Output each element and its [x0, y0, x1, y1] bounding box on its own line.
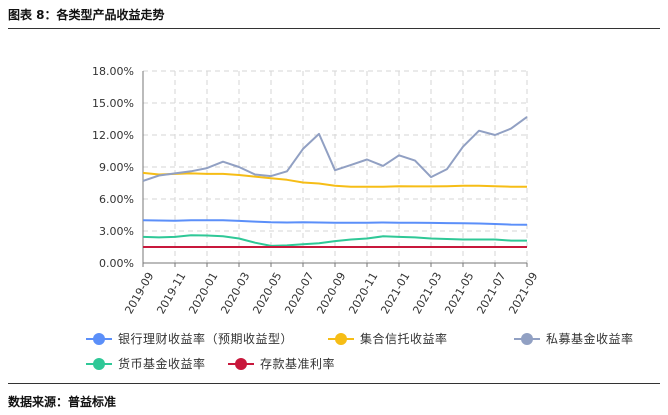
x-tick-label: 2021-05: [442, 270, 476, 316]
x-tick-label: 2021-07: [474, 270, 508, 316]
legend-item-5: 存款基准利率: [228, 355, 335, 372]
legend-item-2: 集合信托收益率: [328, 330, 448, 347]
x-tick-label: 2020-09: [314, 270, 348, 316]
x-tick-label: 2020-03: [218, 270, 252, 316]
x-tick-label: 2021-01: [378, 270, 412, 316]
series-line-4: [142, 234, 527, 247]
line-chart: 0.00% 3.00% 6.00% 9.00% 12.00% 15.00% 18.00% 20…: [92, 65, 540, 316]
legend-label: 存款基准利率: [260, 357, 336, 371]
legend-label: 货币基金收益率: [118, 357, 206, 371]
legend-marker: [514, 332, 540, 345]
x-tick-label: 2019-09: [122, 270, 156, 316]
series-line-3: [142, 116, 528, 182]
x-tick-label: 2019-11: [154, 270, 188, 316]
y-tick-label: 0.00%: [99, 257, 134, 270]
legend-label: 银行理财收益率（预期收益型）: [118, 332, 294, 346]
x-tick-label: 2021-03: [410, 270, 444, 316]
legend-label: 私募基金收益率: [546, 332, 634, 346]
legend-marker: [228, 357, 254, 370]
legend-marker: [328, 332, 354, 345]
legend-label: 集合信托收益率: [360, 332, 448, 346]
data-source: 数据来源：普益标准: [8, 395, 117, 409]
x-tick-label: 2020-07: [282, 270, 316, 316]
y-tick-label: 12.00%: [92, 129, 134, 142]
header-rule: [8, 28, 660, 29]
y-tick-label: 18.00%: [92, 65, 134, 78]
legend-item-3: 私募基金收益率: [514, 330, 634, 347]
x-tick-label: 2020-11: [346, 270, 380, 316]
footer-rule: [8, 383, 660, 384]
series-line-2: [142, 171, 527, 188]
y-tick-label: 15.00%: [92, 97, 134, 110]
y-tick-label: 6.00%: [99, 193, 134, 206]
series-line-1: [142, 219, 528, 226]
legend-item-4: 货币基金收益率: [86, 355, 206, 372]
legend-marker: [86, 357, 112, 370]
legend-marker: [86, 332, 112, 345]
y-tick-label: 3.00%: [99, 225, 134, 238]
x-tick-label: 2020-05: [250, 270, 284, 316]
legend-item-1: 银行理财收益率（预期收益型）: [86, 330, 293, 347]
chart-title: 图表 8：各类型产品收益走势: [8, 8, 165, 22]
x-tick-label: 2021-09: [506, 270, 540, 316]
y-tick-label: 9.00%: [99, 161, 134, 174]
x-tick-label: 2020-01: [186, 270, 220, 316]
